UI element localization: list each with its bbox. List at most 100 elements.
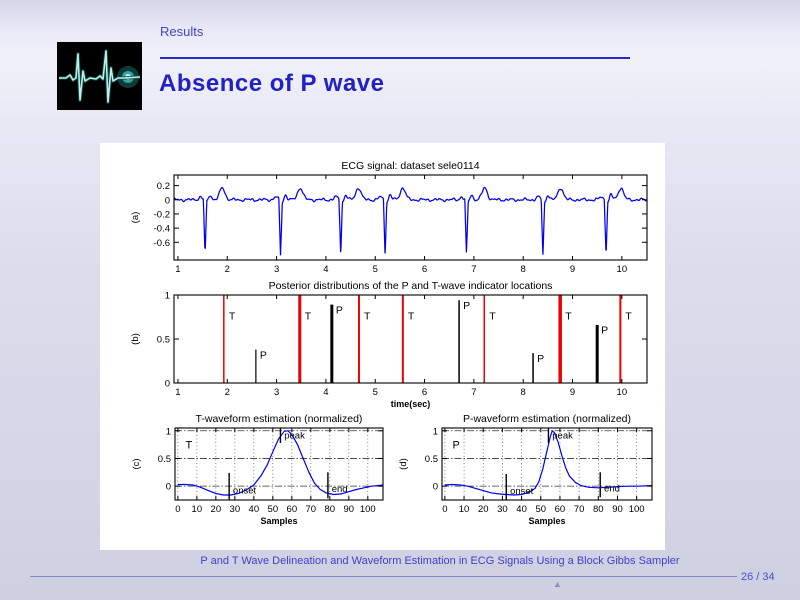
footer-paper-title: P and T Wave Delineation and Waveform Es… xyxy=(200,555,680,567)
y-tick-label: 0.2 xyxy=(157,181,170,192)
chart-ecg_signal: 1 2 3 4 5 6 7 8 9 10 0.2 0 -0.2 -0.4 -0.6 ECG signal: d… xyxy=(130,160,648,275)
axes-box xyxy=(173,174,648,261)
chart-t_waveform: onset peak end T 0 10 20 30 40 50 60 70 80 90 100 0 0.5 1… xyxy=(131,413,384,526)
x-tick-label: 9 xyxy=(570,387,575,398)
t-indicator-label: T xyxy=(565,311,572,323)
p-indicator-label: P xyxy=(601,325,608,337)
p-indicator-label: P xyxy=(336,304,343,316)
annotation-label-onset: onset xyxy=(510,486,534,497)
ecg-heartbeat-logo xyxy=(57,42,142,110)
x-tick-label: 10 xyxy=(192,504,203,515)
chart-title: T-waveform estimation (normalized) xyxy=(196,413,363,425)
x-tick-label: 50 xyxy=(268,504,279,515)
chart-ylabel: (d) xyxy=(398,458,409,470)
x-tick-label: 100 xyxy=(629,504,645,515)
section-header: Results xyxy=(160,24,204,39)
x-tick-label: 6 xyxy=(422,387,427,398)
ecg-trace xyxy=(173,186,648,256)
header-divider xyxy=(160,57,630,59)
x-tick-label: 1 xyxy=(175,387,180,398)
x-tick-label: 90 xyxy=(344,504,355,515)
waveform-curve xyxy=(444,430,653,496)
x-tick-label: 8 xyxy=(521,264,526,275)
chart-title: Posterior distributions of the P and T-w… xyxy=(269,280,553,292)
y-tick-label: 1 xyxy=(433,426,438,437)
chart-title: ECG signal: dataset sele0114 xyxy=(341,160,479,172)
x-tick-label: 50 xyxy=(535,504,546,515)
y-tick-label: 0.5 xyxy=(425,454,438,465)
y-tick-label: 1 xyxy=(166,426,171,437)
slide-page-number: 26 / 34 xyxy=(741,571,775,583)
x-tick-label: 10 xyxy=(459,504,470,515)
x-tick-label: 5 xyxy=(373,387,378,398)
x-tick-label: 40 xyxy=(516,504,527,515)
p-indicator-label: P xyxy=(537,353,544,365)
t-indicator-label: T xyxy=(305,311,312,323)
chart-xlabel: Samples xyxy=(528,516,565,526)
t-indicator-label: T xyxy=(408,311,415,323)
x-tick-label: 30 xyxy=(230,504,241,515)
x-tick-label: 0 xyxy=(442,504,447,515)
t-indicator-label: T xyxy=(229,311,236,323)
x-tick-label: 8 xyxy=(521,387,526,398)
y-tick-label: 0 xyxy=(166,482,171,493)
x-tick-label: 100 xyxy=(360,504,376,515)
x-tick-label: 1 xyxy=(175,264,180,275)
x-tick-label: 80 xyxy=(593,504,604,515)
x-tick-label: 6 xyxy=(422,264,427,275)
y-tick-label: 0 xyxy=(165,195,170,206)
annotation-label-peak: peak xyxy=(284,431,305,442)
y-tick-label: 0.5 xyxy=(158,454,171,465)
y-tick-label: -0.4 xyxy=(154,224,170,235)
annotation-label-onset: onset xyxy=(233,485,257,496)
y-tick-label: -0.2 xyxy=(154,209,170,220)
axes-box xyxy=(441,427,653,501)
x-tick-label: 7 xyxy=(471,387,476,398)
chart-ylabel: (a) xyxy=(130,212,141,224)
y-tick-label: 0.5 xyxy=(157,335,170,346)
x-tick-label: 3 xyxy=(274,264,279,275)
x-tick-label: 7 xyxy=(471,264,476,275)
annotation-label-end: end xyxy=(332,484,348,495)
chart-ylabel: (b) xyxy=(130,333,141,345)
chart-xlabel: Samples xyxy=(260,516,297,526)
t-indicator-label: T xyxy=(625,311,632,323)
matlab-figure-panel: 1 2 3 4 5 6 7 8 9 10 0.2 0 -0.2 -0.4 -0.6 ECG signal: d… xyxy=(100,143,665,550)
t-indicator-label: T xyxy=(364,311,371,323)
x-tick-label: 9 xyxy=(570,264,575,275)
p-indicator-label: P xyxy=(260,349,267,361)
navigation-arrow-icon[interactable]: ▲ xyxy=(553,579,562,589)
y-tick-label: 1 xyxy=(165,291,170,302)
x-tick-label: 80 xyxy=(325,504,336,515)
x-tick-label: 3 xyxy=(274,387,279,398)
annotation-label-end: end xyxy=(604,484,620,495)
x-tick-label: 20 xyxy=(478,504,489,515)
ecg-logo-graphic xyxy=(57,42,142,110)
annotation-label-peak: peak xyxy=(552,431,573,442)
chart-posterior: T T T T T T T P P P P P 1 2 3 4 5 6 7 8 9 10 0 0.5 1 Posterior di… xyxy=(130,280,648,409)
x-tick-label: 10 xyxy=(617,264,628,275)
waveform-corner-label: T xyxy=(185,439,192,451)
x-tick-label: 70 xyxy=(574,504,585,515)
x-tick-label: 40 xyxy=(249,504,260,515)
axes-box xyxy=(173,294,648,384)
chart-xlabel: time(sec) xyxy=(391,399,431,409)
x-tick-label: 70 xyxy=(306,504,317,515)
x-tick-label: 2 xyxy=(225,387,230,398)
x-tick-label: 4 xyxy=(323,387,328,398)
p-indicator-label: P xyxy=(463,300,470,312)
x-tick-label: 10 xyxy=(617,387,628,398)
x-tick-label: 60 xyxy=(555,504,566,515)
page-title: Absence of P wave xyxy=(159,70,385,97)
x-tick-label: 0 xyxy=(175,504,180,515)
y-tick-label: -0.6 xyxy=(154,238,170,249)
x-tick-label: 5 xyxy=(373,264,378,275)
t-indicator-label: T xyxy=(489,311,496,323)
axes-box xyxy=(174,427,384,501)
footer-divider xyxy=(30,576,737,577)
x-tick-label: 30 xyxy=(497,504,508,515)
chart-title: P-waveform estimation (normalized) xyxy=(463,413,631,425)
y-tick-label: 0 xyxy=(433,482,438,493)
x-tick-label: 2 xyxy=(225,264,230,275)
